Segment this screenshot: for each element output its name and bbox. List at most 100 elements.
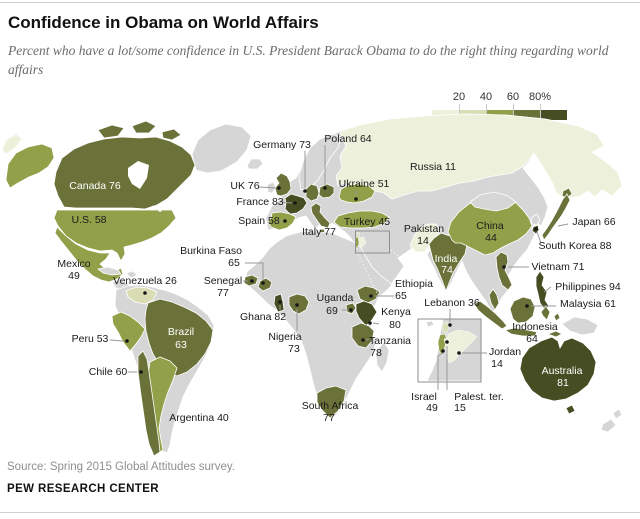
country-label-ethiopia: Ethiopia	[395, 278, 433, 290]
country-canada-arctic-3	[161, 128, 182, 141]
country-label-venezuela: Venezuela 26	[113, 275, 177, 287]
country-malaysia-borneo	[509, 296, 536, 324]
leader-line-kenya	[372, 322, 380, 325]
country-label-israel: Israel	[411, 391, 437, 403]
leader-line-israel	[437, 352, 444, 390]
country-label-palest-value: 15	[454, 402, 466, 414]
hudson-bay	[128, 161, 149, 189]
great-lakes	[150, 205, 156, 211]
country-label-india: India	[434, 253, 458, 265]
country-label-australia: Australia	[541, 365, 583, 377]
country-chile	[137, 350, 161, 457]
legend-tick	[459, 104, 460, 121]
inset-cyprus	[425, 320, 435, 328]
country-label-russia: Russia 11	[410, 161, 456, 173]
country-label-jordan-value: 14	[491, 358, 503, 370]
leader-line-southkorea	[536, 231, 542, 244]
country-label-kenya-value: 80	[389, 319, 401, 331]
marker-dot-israel	[441, 349, 445, 353]
country-south-africa	[316, 385, 347, 419]
country-label-brazil: Brazil	[167, 326, 195, 338]
legend-tick	[540, 104, 541, 121]
country-uk	[274, 172, 292, 197]
country-label-italy: Italy 77	[302, 226, 336, 238]
country-label-peru: Peru 53	[71, 333, 109, 345]
legend-tick-label: 60	[506, 91, 520, 103]
marker-dot-france	[293, 201, 297, 205]
landmass-hispaniola	[125, 270, 138, 279]
legend-swatch-4	[540, 110, 567, 120]
country-china	[447, 193, 533, 256]
marker-dot-ethiopia	[369, 294, 373, 298]
country-label-senegal-value: 77	[217, 287, 229, 299]
leader-line-uk	[258, 186, 277, 189]
country-philippines	[535, 270, 550, 311]
country-lebanon-mini	[356, 231, 361, 238]
country-label-china-value: 44	[485, 232, 497, 244]
country-japan	[541, 193, 571, 241]
country-label-nigeria-value: 73	[288, 343, 300, 355]
landmass-mongolia	[469, 191, 517, 212]
marker-dot-senegal	[250, 279, 254, 283]
landmass-scandinavia	[298, 133, 342, 191]
marker-dot-uk	[277, 186, 281, 190]
leader-lines-and-dots	[109, 145, 569, 390]
legend-tick-label: 20	[452, 91, 466, 103]
marker-dot-southkorea	[534, 227, 538, 231]
marker-dot-tanzania	[361, 338, 365, 342]
marker-dot-malaysia	[525, 304, 529, 308]
country-brazil	[144, 298, 214, 377]
inset-connector-left	[357, 253, 420, 380]
levant-zoom-source-box	[355, 230, 390, 254]
great-lakes-3	[165, 205, 169, 209]
country-label-lebanon: Lebanon 36	[424, 297, 480, 309]
marker-dot-kenya	[368, 321, 372, 325]
country-us-alaska	[5, 143, 55, 189]
marker-dot-poland	[323, 186, 327, 190]
leader-line-peru	[109, 339, 124, 342]
landmass-north-korea	[530, 213, 541, 226]
landmass-iceland	[246, 158, 264, 170]
country-canada-arctic-1	[97, 124, 125, 139]
country-mexico	[54, 226, 124, 283]
great-lakes-2	[158, 208, 162, 212]
legend-tick	[513, 104, 514, 121]
country-label-tanzania-value: 78	[370, 347, 382, 359]
country-label-ethiopia-value: 65	[395, 290, 407, 302]
country-label-mexico: Mexico	[57, 258, 91, 270]
country-label-pakistan: Pakistan	[403, 223, 445, 235]
marker-dot-ghana	[278, 300, 282, 304]
country-australia-tasmania	[565, 404, 576, 415]
country-label-vietnam: Vietnam 71	[531, 261, 585, 273]
country-label-poland: Poland 64	[324, 133, 372, 145]
country-label-uk: UK 76	[230, 180, 260, 192]
country-indonesia-moluccas	[553, 312, 561, 322]
country-label-tanzania: Tanzania	[368, 335, 412, 347]
country-indonesia-sumatra	[473, 300, 508, 330]
landmass-new-guinea	[561, 316, 599, 336]
country-label-burkina: Burkina Faso	[180, 245, 242, 257]
marker-dot-jordan	[457, 351, 461, 355]
country-ukraine	[338, 183, 376, 204]
country-pakistan	[409, 223, 441, 253]
country-poland	[318, 183, 335, 199]
marker-dot-germany	[303, 189, 307, 193]
country-russia	[335, 113, 623, 200]
country-label-southafrica: South Africa	[301, 400, 359, 412]
leader-line-japan	[557, 223, 569, 227]
country-label-canada: Canada 76	[69, 180, 121, 192]
country-label-japan: Japan 66	[572, 216, 616, 228]
marker-dot-peru	[125, 339, 129, 343]
marker-dot-lebanon	[448, 323, 452, 327]
leader-line-france	[281, 201, 293, 204]
branding: PEW RESEARCH CENTER	[7, 483, 160, 495]
country-label-brazil-value: 63	[175, 339, 187, 351]
country-indonesia-java	[503, 327, 538, 337]
country-label-india-value: 74	[441, 264, 453, 276]
country-label-us: U.S. 58	[71, 214, 107, 226]
country-label-germany: Germany 73	[253, 139, 311, 151]
country-burkina-faso	[257, 277, 273, 292]
country-russia-chukotka	[1, 133, 23, 155]
